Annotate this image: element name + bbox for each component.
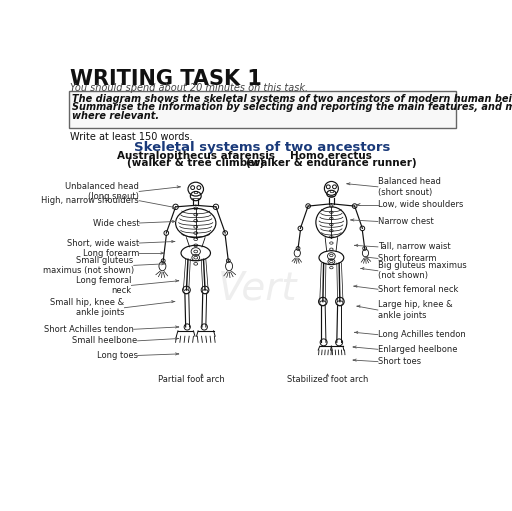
Text: Tall, narrow waist: Tall, narrow waist — [378, 242, 451, 251]
Text: Long toes: Long toes — [97, 351, 138, 360]
Text: Low, wide shoulders: Low, wide shoulders — [378, 200, 463, 209]
Text: Long femoral
neck: Long femoral neck — [76, 276, 132, 295]
Text: WRITING TASK 1: WRITING TASK 1 — [70, 69, 262, 89]
Text: Short forearm: Short forearm — [378, 254, 436, 263]
Text: Narrow chest: Narrow chest — [378, 217, 434, 226]
Text: You should spend about 20 minutes on this task.: You should spend about 20 minutes on thi… — [70, 83, 308, 93]
FancyBboxPatch shape — [69, 90, 456, 128]
Text: Short, wide waist: Short, wide waist — [67, 239, 139, 247]
Text: Unbalanced head
(long snout): Unbalanced head (long snout) — [66, 182, 139, 201]
Text: Short toes: Short toes — [378, 357, 421, 366]
Text: High, narrow shoulders: High, narrow shoulders — [41, 196, 139, 205]
Text: Stabilized foot arch: Stabilized foot arch — [287, 376, 368, 384]
Text: Small gluteus
maximus (not shown): Small gluteus maximus (not shown) — [42, 256, 134, 275]
Text: where relevant.: where relevant. — [72, 110, 159, 121]
Text: Skeletal systems of two ancestors: Skeletal systems of two ancestors — [134, 141, 391, 154]
Text: Homo erectus: Homo erectus — [290, 151, 372, 160]
Text: Small hip, knee &
ankle joints: Small hip, knee & ankle joints — [50, 298, 124, 317]
Text: Wide chest: Wide chest — [93, 219, 139, 227]
Text: Long forearm: Long forearm — [83, 248, 139, 258]
Text: Write at least 150 words.: Write at least 150 words. — [70, 132, 193, 142]
Text: Balanced head
(short snout): Balanced head (short snout) — [378, 177, 441, 197]
Text: Australopithecus afarensis: Australopithecus afarensis — [117, 151, 275, 160]
Text: Partial foot arch: Partial foot arch — [159, 376, 225, 384]
Text: (walker & endurance runner): (walker & endurance runner) — [246, 158, 417, 168]
Text: Summarise the information by selecting and reporting the main features, and make: Summarise the information by selecting a… — [72, 102, 512, 112]
Text: Vert: Vert — [218, 269, 297, 308]
Text: Big gluteus maximus
(not shown): Big gluteus maximus (not shown) — [378, 261, 466, 281]
Text: Enlarged heelbone: Enlarged heelbone — [378, 345, 457, 354]
Text: Small heelbone: Small heelbone — [72, 336, 138, 345]
Text: Short Achilles tendon: Short Achilles tendon — [44, 325, 134, 334]
Text: The diagram shows the skeletal systems of two ancestors of modern human beings.: The diagram shows the skeletal systems o… — [72, 94, 512, 104]
Text: (walker & tree climber): (walker & tree climber) — [127, 158, 264, 168]
Text: Long Achilles tendon: Long Achilles tendon — [378, 330, 465, 339]
Text: Large hip, knee &
ankle joints: Large hip, knee & ankle joints — [378, 300, 453, 320]
Text: Short femoral neck: Short femoral neck — [378, 285, 458, 294]
